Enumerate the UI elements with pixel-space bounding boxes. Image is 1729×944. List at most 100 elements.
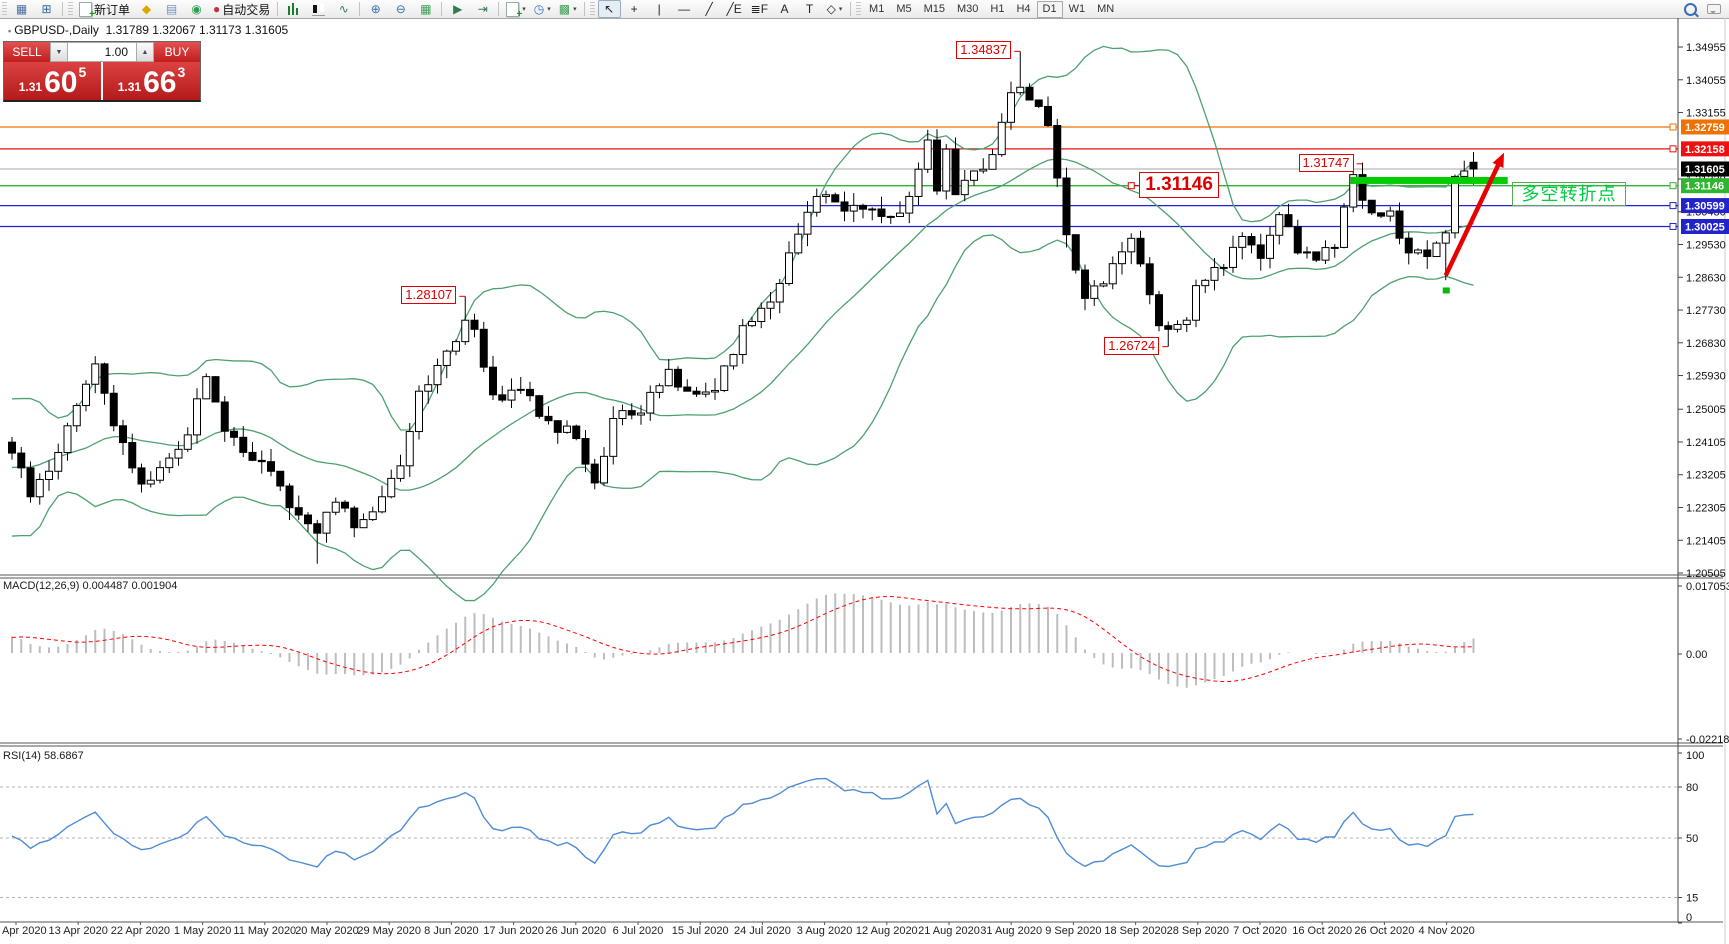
marketplace-icon[interactable]: ◆ xyxy=(135,0,158,18)
document-plus-icon: + xyxy=(506,1,522,19)
candle xyxy=(683,386,692,392)
candlestick-chart-button[interactable] xyxy=(307,0,330,18)
sell-price-point: 5 xyxy=(78,64,87,80)
indicators-button[interactable]: + ▾ xyxy=(503,0,529,19)
sell-button[interactable]: SELL xyxy=(4,42,50,62)
window-icon[interactable]: ▦ xyxy=(10,0,33,18)
cursor-button[interactable]: ↖ xyxy=(597,0,621,18)
search-icon[interactable] xyxy=(1684,2,1697,16)
price-tick-label: 1.22305 xyxy=(1686,502,1726,514)
candle xyxy=(100,363,109,394)
toolbar-grip[interactable] xyxy=(856,2,862,16)
chart-canvas[interactable]: 1.349551.340551.331551.313301.304301.295… xyxy=(0,18,1729,944)
periods-button[interactable]: ◷ ▾ xyxy=(531,0,554,18)
timeframe-m15-button[interactable]: M15 xyxy=(923,3,946,15)
line-chart-button[interactable]: ∿ xyxy=(332,0,355,18)
zoom-out-button[interactable]: ⊖ xyxy=(389,0,412,18)
text-label-button[interactable]: T xyxy=(798,0,821,18)
annotation-note[interactable]: 多空转折点 xyxy=(1512,182,1626,206)
bollinger-lower xyxy=(11,234,1474,602)
candle xyxy=(359,519,368,529)
chevron-down-icon[interactable]: ▾ xyxy=(838,6,843,13)
autotrade-button[interactable]: ● 自动交易 xyxy=(210,0,273,18)
timeframe-d1-button[interactable]: D1 xyxy=(1036,0,1063,18)
horizontal-line-button[interactable]: — xyxy=(673,0,696,18)
candle xyxy=(729,354,738,367)
toolbar-grip[interactable] xyxy=(589,2,595,16)
tile-windows-button[interactable]: ▦ xyxy=(414,0,437,18)
bar-chart-button[interactable] xyxy=(282,0,305,18)
toolbar-grip[interactable] xyxy=(2,2,7,16)
candle xyxy=(1451,175,1459,234)
candle xyxy=(748,320,756,327)
auto-scroll-button[interactable]: ▶ xyxy=(446,0,469,18)
price-callout[interactable]: 1.28107 xyxy=(401,286,457,305)
timeframe-h1-button[interactable]: H1 xyxy=(990,3,1005,15)
timeframe-m5-button[interactable]: M5 xyxy=(896,3,912,15)
date-axis[interactable]: Apr 2020 13 Apr 2020 22 Apr 2020 1 May 2020… xyxy=(2,922,1475,937)
rsi-axis-label: 15 xyxy=(1686,893,1698,905)
crosshair-icon: + xyxy=(630,2,638,16)
candle xyxy=(766,301,775,309)
timeframe-m30-button[interactable]: M30 xyxy=(957,3,979,15)
chevron-down-icon[interactable]: ▾ xyxy=(547,6,551,13)
trendline-button[interactable]: ╱ xyxy=(698,0,721,18)
candle xyxy=(868,208,877,211)
price-axis[interactable]: 1.349551.340551.331551.313301.304301.295… xyxy=(1678,42,1729,580)
timeframe-h4-button[interactable]: H4 xyxy=(1016,3,1031,15)
candle xyxy=(202,376,211,400)
fibonacci-button[interactable]: ≣F xyxy=(748,0,771,18)
date-label: 11 May 2020 xyxy=(233,925,296,937)
price-tick-label: 1.34055 xyxy=(1686,75,1726,87)
templates-icon: ▩ xyxy=(558,2,571,16)
drawn-objects[interactable] xyxy=(1350,152,1508,294)
timeframe-mn-button[interactable]: MN xyxy=(1097,3,1115,15)
toolbar-grip[interactable] xyxy=(68,2,73,16)
chevron-down-icon[interactable]: ▾ xyxy=(573,6,577,13)
volume-decrease-button[interactable]: ▼ xyxy=(50,42,68,62)
price-tick-label: 1.24105 xyxy=(1686,437,1726,449)
candle xyxy=(1164,325,1173,330)
candle xyxy=(896,212,904,217)
macd-panel[interactable] xyxy=(11,593,1475,688)
rsi-panel[interactable] xyxy=(0,777,1678,898)
candle xyxy=(1303,251,1311,254)
new-order-button[interactable]: + 新订单 xyxy=(76,0,133,19)
buy-button[interactable]: BUY xyxy=(154,42,200,62)
candle xyxy=(831,194,840,203)
price-callout[interactable]: 1.31146 xyxy=(1139,171,1219,198)
arrows-button[interactable]: ◇ ▾ xyxy=(823,0,846,18)
text-button[interactable]: A xyxy=(773,0,796,18)
candle xyxy=(933,139,941,192)
timeframe-w1-button[interactable]: W1 xyxy=(1068,3,1086,15)
sell-price-button[interactable]: 1.31 60 5 xyxy=(4,62,101,100)
chevron-down-icon[interactable]: ▾ xyxy=(522,6,526,13)
horizontal-level-lines[interactable] xyxy=(0,123,1678,230)
templates-button[interactable]: ▩ ▾ xyxy=(556,0,580,18)
zoom-in-button[interactable]: ⊕ xyxy=(364,0,387,18)
buy-price-button[interactable]: 1.31 66 3 xyxy=(103,62,200,100)
zoom-in-icon: ⊕ xyxy=(370,2,381,16)
chart-shift-button[interactable]: ⇥ xyxy=(471,0,494,18)
volume-increase-button[interactable]: ▲ xyxy=(136,42,154,62)
crosshair-button[interactable]: + xyxy=(623,0,646,18)
vertical-line-button[interactable]: | xyxy=(648,0,671,18)
price-callout[interactable]: 1.34837 xyxy=(956,41,1012,60)
price-callout[interactable]: 1.31747 xyxy=(1298,153,1354,172)
chat-icon[interactable] xyxy=(1707,4,1721,14)
publish-chart-icon[interactable]: ▤ xyxy=(160,0,183,18)
candle xyxy=(137,467,146,485)
volume-input[interactable]: 1.00 xyxy=(68,42,136,62)
signals-icon[interactable]: ◉ xyxy=(185,0,208,18)
price-callout[interactable]: 1.26724 xyxy=(1104,336,1160,355)
equidistant-channel-button[interactable]: ╱E xyxy=(723,0,746,18)
macd-axis[interactable]: 0.017053 0.00 -0.022183 xyxy=(1678,581,1729,746)
candle xyxy=(350,507,359,529)
equidistant-channel-icon: ╱E xyxy=(726,2,742,16)
market-watch-icon[interactable]: ⊞ xyxy=(35,0,58,18)
rsi-axis[interactable]: 100 80 50 15 0 xyxy=(1678,750,1704,924)
timeframe-m1-button[interactable]: M1 xyxy=(869,3,885,15)
candle xyxy=(535,395,544,417)
date-label: 17 Jun 2020 xyxy=(483,925,544,937)
date-label: 31 Aug 2020 xyxy=(980,925,1042,937)
